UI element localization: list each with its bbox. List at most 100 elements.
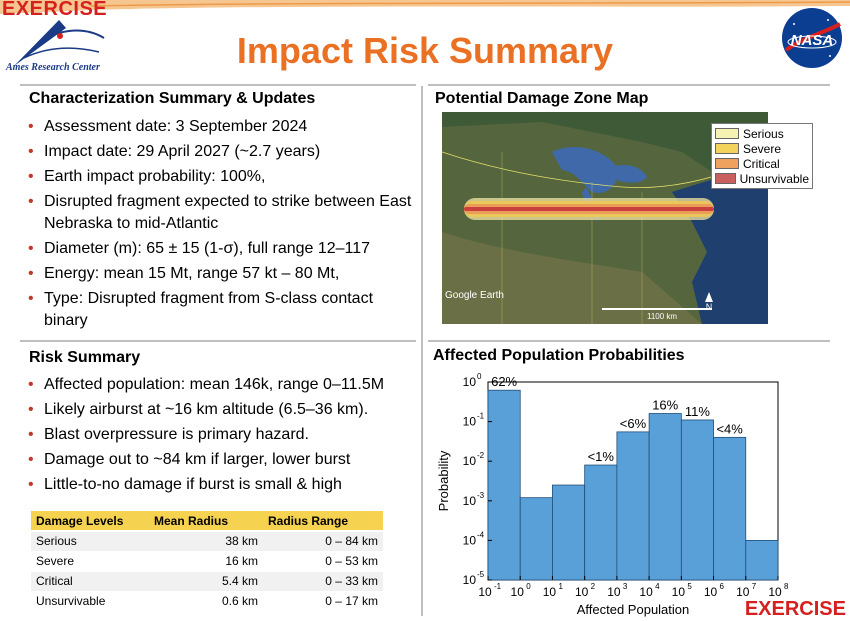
chart-y-tick-label: 10 [463, 415, 477, 429]
risk-summary-list: Affected population: mean 146k, range 0–… [28, 374, 418, 499]
table-header-mean-radius: Mean Radius [149, 511, 263, 532]
characterization-list: Assessment date: 3 September 2024 Impact… [28, 116, 413, 335]
table-row: Severe 16 km 0 – 53 km [31, 551, 383, 572]
characterization-title: Characterization Summary & Updates [29, 90, 316, 107]
divider-horizontal-mid-right [428, 340, 830, 342]
chart-bar-label: 16% [652, 398, 678, 413]
chart-x-tick-exponent: 6 [720, 582, 725, 591]
divider-horizontal-top-right [428, 84, 830, 86]
chart-x-tick-exponent: 8 [784, 582, 789, 591]
header-swoosh [0, 0, 850, 14]
legend-item-critical: Critical [715, 156, 809, 171]
exercise-watermark-top: EXERCISE [2, 0, 108, 20]
chart-bar-label: <1% [588, 449, 615, 464]
chart-x-tick-label: 10 [478, 585, 492, 599]
risk-item-damage-extent: Damage out to ~84 km if larger, lower bu… [28, 449, 418, 471]
table-cell-range: 0 – 84 km [263, 531, 383, 552]
chart-bar [680, 419, 714, 581]
great-lakes-shape [552, 147, 618, 193]
table-cell-mean: 0.6 km [149, 591, 263, 612]
chart-x-tick-label: 10 [639, 585, 653, 599]
legend-item-severe: Severe [715, 141, 809, 156]
chart-x-tick-label: 10 [543, 585, 557, 599]
chart-x-tick-exponent: -1 [494, 582, 502, 591]
map-scale-label: 1100 km [647, 312, 678, 321]
characterization-item-impact-probability: Earth impact probability: 100%, [28, 166, 413, 188]
damage-levels-table: Damage Levels Mean Radius Radius Range S… [31, 511, 383, 612]
affected-population-chart: 62% <1% <6% 16% 11% <4% 10 -1 10 0 10 1 10 2 10 3 10 4 10 5… [432, 372, 802, 620]
ames-label: Ames Research Center [6, 62, 100, 73]
chart-y-tick-exponent: -3 [477, 491, 485, 500]
chart-svg: 62%<1%<6%16% 11%<4%10 -1 10 0 10 1 10 2 10 3 10 4 10 5… [436, 372, 789, 617]
table-cell-range: 0 – 53 km [263, 551, 383, 572]
exercise-watermark-bottom: EXERCISE [744, 598, 846, 620]
ames-logo-icon [14, 20, 105, 66]
map-title: Potential Damage Zone Map [435, 90, 649, 107]
chart-bar [584, 464, 618, 581]
map-scale-bar [602, 308, 712, 310]
google-earth-label: Google Earth [445, 290, 504, 301]
legend-item-unsurvivable: Unsurvivable [715, 171, 809, 186]
table-row: Unsurvivable 0.6 km 0 – 17 km [31, 591, 383, 612]
table-cell-mean: 38 km [149, 531, 263, 552]
chart-bar-label: <4% [716, 421, 743, 436]
table-header-row: Damage Levels Mean Radius Radius Range [31, 511, 383, 532]
page-title: Impact Risk Summary [236, 30, 614, 71]
nasa-wordmark: NASA [791, 32, 834, 49]
damage-swath [464, 198, 714, 220]
chart-x-tick-label: 10 [704, 585, 718, 599]
table-row: Serious 38 km 0 – 84 km [31, 531, 383, 552]
chart-y-tick-exponent: -5 [477, 570, 485, 579]
legend-label-serious: Serious [743, 126, 784, 141]
chart-x-tick-exponent: 2 [591, 582, 596, 591]
table-cell-level: Serious [31, 531, 149, 552]
table-cell-range: 0 – 17 km [263, 591, 383, 612]
chart-bar-label: <6% [620, 416, 647, 431]
north-arrow-icon: N [702, 292, 716, 316]
table-header-radius-range: Radius Range [263, 511, 383, 532]
risk-item-overpressure: Blast overpressure is primary hazard. [28, 424, 418, 446]
table-cell-range: 0 – 33 km [263, 571, 383, 592]
characterization-item-diameter: Diameter (m): 65 ± 15 (1-σ), full range … [28, 238, 413, 260]
chart-bar [552, 484, 586, 581]
chart-y-tick-exponent: -2 [477, 451, 485, 460]
damage-zone-map[interactable]: Google Earth 1100 km N [442, 112, 768, 324]
chart-x-tick-label: 10 [672, 585, 686, 599]
table-cell-level: Unsurvivable [31, 591, 149, 612]
chart-x-tick-label: 10 [736, 585, 750, 599]
chart-x-tick-label: 10 [607, 585, 621, 599]
chart-y-tick-label: 10 [463, 533, 477, 547]
chart-y-tick-exponent: 0 [477, 372, 482, 381]
table-header-damage-levels: Damage Levels [31, 511, 149, 532]
chart-bar-label: 62% [491, 374, 517, 389]
characterization-item-type: Type: Disrupted fragment from S-class co… [28, 288, 413, 332]
table-cell-level: Severe [31, 551, 149, 572]
characterization-item-impact-date: Impact date: 29 April 2027 (~2.7 years) [28, 141, 413, 163]
chart-bar [487, 389, 521, 581]
chart-y-axis-label: Probability [436, 450, 451, 511]
chart-x-tick-exponent: 1 [558, 582, 563, 591]
nasa-logo-icon: NASA [782, 8, 842, 68]
chart-bar [519, 497, 553, 581]
divider-horizontal-top [20, 84, 416, 86]
chart-y-tick-label: 10 [463, 494, 477, 508]
chart-y-tick-exponent: -4 [477, 530, 485, 539]
map-legend: Serious Severe Critical Unsurvivable [711, 123, 813, 189]
chart-y-tick-label: 10 [463, 454, 477, 468]
characterization-item-assessment-date: Assessment date: 3 September 2024 [28, 116, 413, 138]
table-cell-level: Critical [31, 571, 149, 592]
legend-label-unsurvivable: Unsurvivable [739, 171, 809, 186]
chart-x-tick-exponent: 3 [623, 582, 628, 591]
table-cell-mean: 5.4 km [149, 571, 263, 592]
chart-x-tick-label: 10 [768, 585, 782, 599]
chart-bar [713, 436, 747, 581]
chart-title: Affected Population Probabilities [433, 347, 685, 364]
characterization-item-strike-region: Disrupted fragment expected to strike be… [28, 191, 413, 235]
legend-swatch-critical [715, 158, 739, 169]
legend-label-severe: Severe [743, 141, 782, 156]
legend-swatch-unsurvivable [715, 173, 736, 184]
chart-y-tick-label: 10 [463, 573, 477, 587]
table-cell-mean: 16 km [149, 551, 263, 572]
chart-x-tick-label: 10 [511, 585, 525, 599]
characterization-item-energy: Energy: mean 15 Mt, range 57 kt – 80 Mt, [28, 263, 413, 285]
